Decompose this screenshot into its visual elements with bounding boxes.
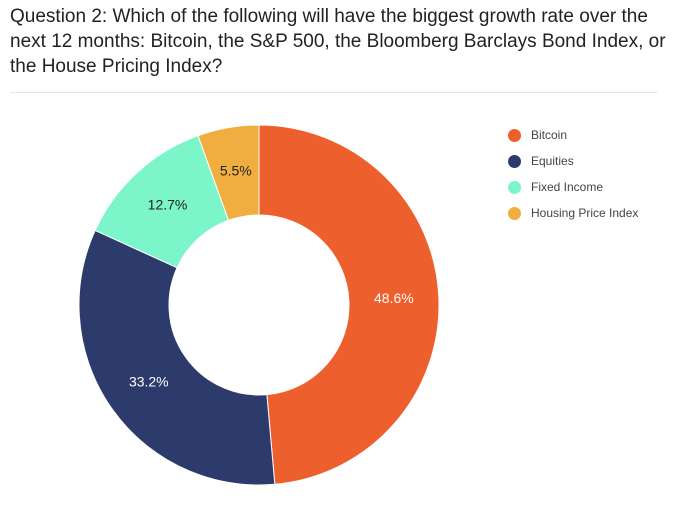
legend: Bitcoin Equities Fixed Income Housing Pr… bbox=[508, 122, 638, 226]
legend-swatch-fixed-income bbox=[508, 180, 521, 194]
legend-label-equities: Equities bbox=[531, 154, 574, 168]
data-label-bitcoin: 48.6% bbox=[374, 290, 414, 306]
data-label-housing-price-index: 5.5% bbox=[220, 163, 252, 179]
legend-label-bitcoin: Bitcoin bbox=[531, 128, 568, 142]
legend-label-housing-price-index: Housing Price Index bbox=[531, 206, 639, 220]
divider bbox=[10, 92, 658, 93]
slice-housing-price-index[interactable] bbox=[197, 124, 260, 221]
data-label-equities: 33.2% bbox=[129, 374, 169, 390]
legend-item-equities[interactable]: Equities bbox=[508, 148, 638, 174]
legend-item-housing-price-index[interactable]: Housing Price Index bbox=[508, 200, 638, 226]
slice-bitcoin[interactable] bbox=[258, 124, 440, 485]
legend-item-fixed-income[interactable]: Fixed Income bbox=[508, 174, 638, 200]
legend-item-bitcoin[interactable]: Bitcoin bbox=[508, 122, 638, 148]
question-text: Question 2: Which of the following will … bbox=[10, 6, 666, 77]
legend-swatch-equities bbox=[508, 154, 521, 168]
legend-swatch-housing-price-index bbox=[508, 206, 521, 220]
legend-label-fixed-income: Fixed Income bbox=[531, 180, 604, 194]
slice-equities[interactable] bbox=[78, 229, 276, 486]
data-label-fixed-income: 12.7% bbox=[148, 196, 188, 212]
legend-swatch-bitcoin bbox=[508, 128, 521, 142]
